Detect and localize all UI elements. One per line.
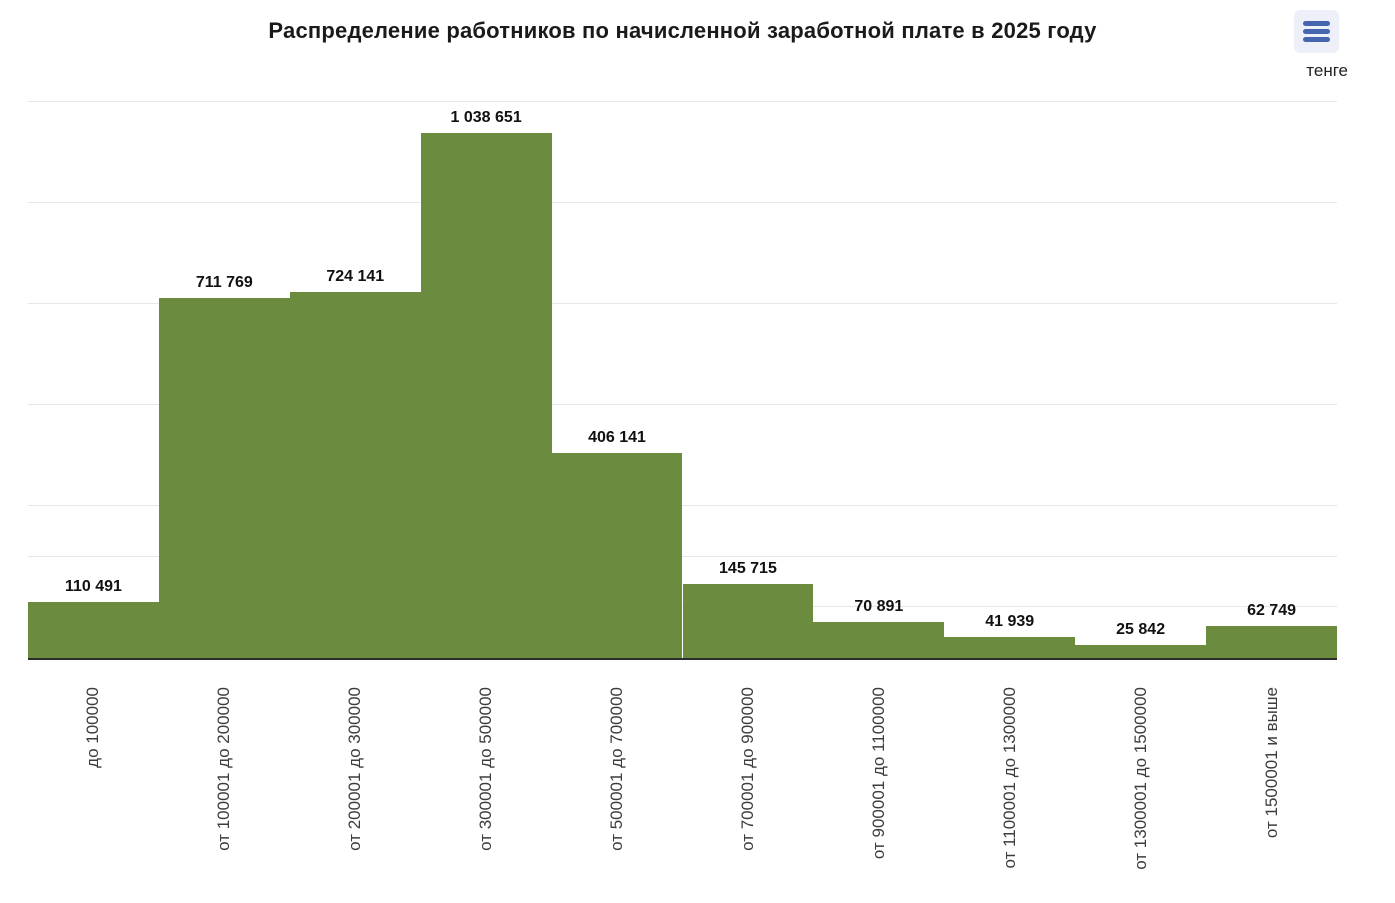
- hamburger-line: [1303, 21, 1330, 26]
- bar-value-label: 70 891: [854, 598, 904, 616]
- bar-value-label: 406 141: [588, 428, 646, 446]
- histogram-bar-6[interactable]: [682, 584, 814, 658]
- hamburger-line: [1303, 37, 1330, 42]
- gridline: [28, 404, 1337, 406]
- gridline: [28, 101, 1337, 103]
- histogram-bar-3[interactable]: [289, 292, 421, 658]
- histogram-bar-5[interactable]: [551, 452, 683, 658]
- histogram-bar-7[interactable]: [813, 622, 945, 658]
- histogram-bar-8[interactable]: [944, 636, 1076, 658]
- y-axis-unit-label: тенге: [1306, 61, 1348, 80]
- histogram-bar-1[interactable]: [28, 602, 159, 658]
- bar-value-label: 110 491: [64, 578, 122, 596]
- chart-menu-button[interactable]: [1294, 10, 1339, 53]
- chart-plot-area: 110 491 711 769 724 141 1 038 651 406 141 145…: [28, 95, 1337, 660]
- x-axis-line: [28, 658, 1337, 660]
- gridline: [28, 303, 1337, 305]
- bar-value-label: 62 749: [1247, 602, 1296, 620]
- histogram-bar-4[interactable]: [420, 133, 552, 658]
- histogram-bar-2[interactable]: [158, 298, 290, 658]
- bar-value-label: 1 038 651: [450, 109, 522, 127]
- bar-value-label: 41 939: [985, 612, 1035, 630]
- gridline: [28, 555, 1337, 557]
- bar-value-label: 724 141: [326, 268, 385, 286]
- gridline: [28, 505, 1337, 507]
- bar-value-label: 145 715: [719, 560, 777, 578]
- histogram-bar-9[interactable]: [1075, 644, 1207, 658]
- bar-value-label: 711 769: [195, 274, 253, 292]
- hamburger-line: [1303, 29, 1330, 34]
- gridline: [28, 202, 1337, 204]
- histogram-bar-10[interactable]: [1206, 626, 1337, 658]
- chart-title: Распределение работников по начисленной …: [268, 18, 1097, 43]
- bar-value-label: 25 842: [1116, 620, 1166, 638]
